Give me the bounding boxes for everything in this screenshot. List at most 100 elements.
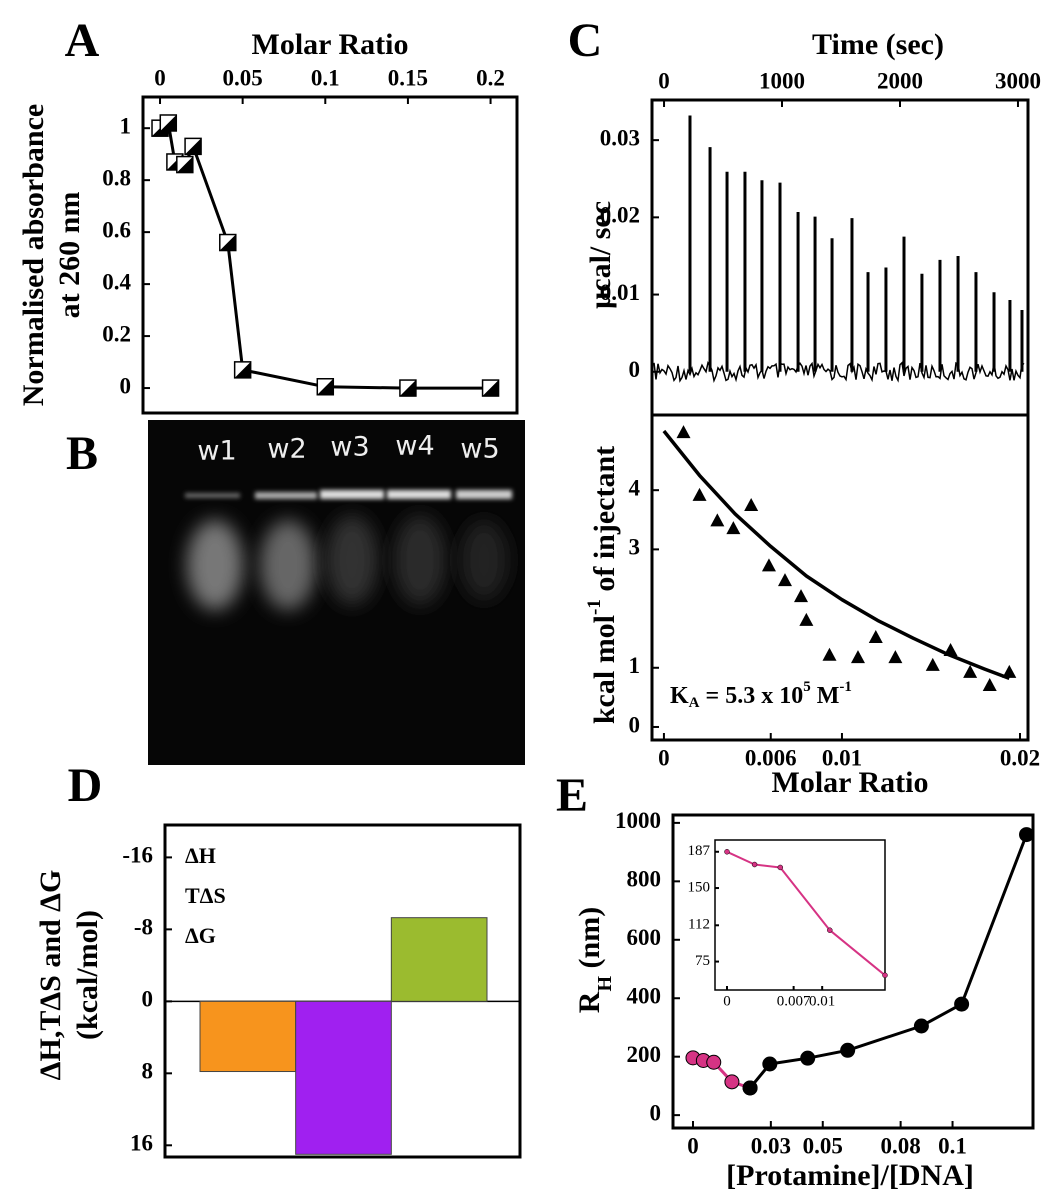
marker-fill bbox=[160, 114, 177, 131]
data-point bbox=[888, 650, 903, 664]
data-line bbox=[662, 429, 1010, 681]
label-sup: -1 bbox=[584, 599, 605, 615]
data-point bbox=[692, 487, 707, 501]
x-tick-label: 0.05 bbox=[803, 1133, 843, 1158]
data-line bbox=[748, 834, 1028, 1089]
panel-letter: A bbox=[65, 14, 100, 67]
y-tick-label: 75 bbox=[695, 953, 710, 969]
y-axis-title: (kcal/mol) bbox=[71, 910, 104, 1040]
data-point bbox=[777, 864, 784, 871]
data-point bbox=[982, 677, 997, 691]
data-point bbox=[850, 650, 865, 664]
marker-fill bbox=[176, 156, 193, 173]
data-point bbox=[744, 497, 759, 511]
x-axis-title: Molar Ratio bbox=[772, 766, 929, 799]
y-axis-title: RH (nm) bbox=[573, 907, 616, 1013]
x-axis-title: [Protamine]/[DNA] bbox=[726, 1159, 974, 1192]
data-point bbox=[963, 664, 978, 678]
y-tick-label: 200 bbox=[627, 1042, 662, 1067]
panel-letter: D bbox=[68, 759, 103, 812]
x-tick-label: 2000 bbox=[877, 68, 923, 93]
y-tick-label: 0.2 bbox=[102, 321, 131, 346]
x-tick-label: 0 bbox=[687, 1133, 699, 1158]
data-point bbox=[742, 1080, 758, 1096]
lane-label: w3 bbox=[330, 432, 369, 463]
x-tick-label: 0 bbox=[658, 745, 670, 770]
baseline-noise bbox=[653, 360, 1025, 384]
plot-frame bbox=[671, 813, 1035, 1130]
y-tick-label: 0 bbox=[142, 987, 154, 1012]
label-part: of injectant bbox=[588, 446, 621, 599]
bar bbox=[199, 1000, 297, 1073]
gel-image bbox=[148, 420, 525, 765]
data-point bbox=[794, 589, 809, 603]
y-axis-title: kcal mol-1 of injectant bbox=[584, 446, 621, 724]
data-point bbox=[827, 927, 833, 933]
data-point bbox=[762, 1056, 778, 1072]
data-point bbox=[316, 378, 335, 396]
annotation-part: K bbox=[670, 683, 689, 709]
plot-frame bbox=[163, 823, 522, 1159]
panel-letter: B bbox=[66, 427, 98, 480]
plot-frame bbox=[141, 95, 519, 415]
data-point bbox=[184, 137, 202, 156]
y-tick-label: 0 bbox=[629, 712, 641, 737]
plot-frame bbox=[650, 413, 1030, 742]
data-point bbox=[176, 155, 194, 174]
x-tick-label: 0.01 bbox=[809, 993, 835, 1009]
data-point bbox=[799, 612, 814, 626]
data-point bbox=[751, 861, 758, 868]
y-tick-label: 0.02 bbox=[600, 203, 640, 228]
y-tick-label: 0.03 bbox=[600, 125, 640, 150]
data-point bbox=[868, 629, 883, 643]
data-point bbox=[882, 972, 888, 979]
data-point bbox=[159, 114, 178, 132]
data-point bbox=[706, 1054, 722, 1070]
y-tick-label: 8 bbox=[142, 1059, 154, 1084]
x-tick-label: 0.007 bbox=[777, 993, 811, 1009]
y-tick-label: 400 bbox=[627, 984, 662, 1009]
x-tick-label: 0.1 bbox=[311, 65, 340, 90]
data-point bbox=[954, 996, 970, 1012]
label-part: kcal mol bbox=[588, 615, 621, 724]
data-point bbox=[840, 1042, 856, 1058]
y-tick-label: -16 bbox=[122, 843, 153, 868]
data-point bbox=[925, 657, 940, 671]
x-tick-label: 0 bbox=[658, 68, 670, 93]
annotation: KA = 5.3 x 105 M-1 bbox=[670, 679, 852, 711]
y-tick-label: 16 bbox=[130, 1131, 153, 1156]
plot-frame bbox=[714, 839, 886, 991]
data-point bbox=[1019, 827, 1035, 843]
data-point bbox=[710, 513, 725, 527]
x-tick-label: 0.02 bbox=[1000, 745, 1040, 770]
y-axis-title: ΔH,TΔS and ΔG bbox=[34, 870, 67, 1081]
y-tick-label: 0 bbox=[650, 1100, 662, 1125]
data-point bbox=[943, 643, 958, 657]
y-axis-title: at 260 nm bbox=[53, 192, 86, 319]
data-point bbox=[1002, 664, 1017, 678]
y-tick-label: 0.8 bbox=[102, 165, 131, 190]
data-point bbox=[913, 1018, 929, 1034]
x-axis-title: Time (sec) bbox=[812, 28, 944, 61]
x-tick-label: 0.2 bbox=[476, 65, 505, 90]
label-part: R bbox=[573, 991, 606, 1013]
data-point bbox=[724, 1074, 740, 1090]
x-tick-label: 0.006 bbox=[745, 745, 797, 770]
y-tick-label: 1000 bbox=[615, 808, 661, 833]
data-point bbox=[822, 647, 837, 661]
y-tick-label: 112 bbox=[688, 917, 710, 933]
x-tick-label: 0.01 bbox=[822, 745, 862, 770]
y-tick-label: -8 bbox=[134, 915, 153, 940]
data-point bbox=[399, 379, 417, 397]
x-tick-label: 0.05 bbox=[223, 65, 263, 90]
marker-fill bbox=[317, 378, 334, 395]
y-tick-label: 600 bbox=[627, 925, 662, 950]
y-tick-label: 0.6 bbox=[102, 217, 131, 242]
x-tick-label: 1000 bbox=[759, 68, 805, 93]
data-point bbox=[777, 573, 792, 587]
marker-fill bbox=[234, 361, 251, 378]
y-axis-title: µcal/ sec bbox=[584, 201, 617, 309]
x-tick-label: 0 bbox=[723, 993, 731, 1009]
data-point bbox=[481, 379, 500, 397]
